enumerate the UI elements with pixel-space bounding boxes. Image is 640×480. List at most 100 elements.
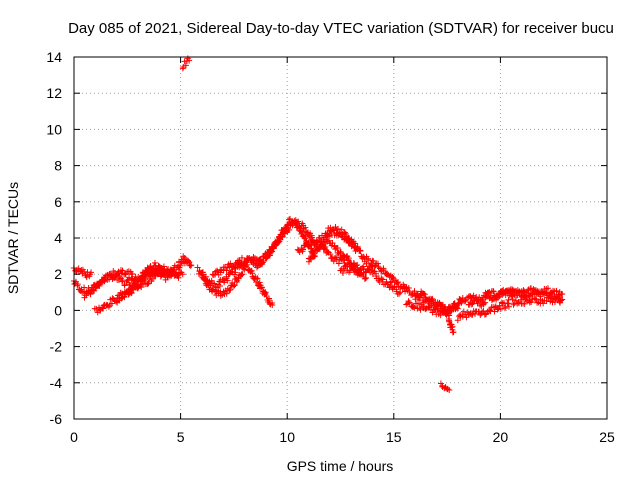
data-point xyxy=(456,313,463,320)
data-point xyxy=(559,291,566,298)
data-point xyxy=(341,229,348,236)
data-point xyxy=(238,254,245,261)
series-track-24 xyxy=(465,287,517,310)
data-point xyxy=(436,302,443,309)
x-tick-label: 5 xyxy=(177,429,185,445)
data-point xyxy=(332,246,339,253)
data-point xyxy=(100,277,107,284)
data-point xyxy=(333,226,340,233)
data-point xyxy=(285,216,292,223)
data-point xyxy=(204,278,211,285)
axis-ticks: 0 5 10 15 20 25 -6 -4 -2 0 2 4 6 8 10 12 14 xyxy=(46,49,615,445)
data-point xyxy=(151,259,158,266)
data-point xyxy=(533,296,540,303)
chart-title: Day 085 of 2021, Sidereal Day-to-day VTE… xyxy=(68,20,614,37)
data-point xyxy=(169,267,176,274)
data-point xyxy=(313,239,320,246)
data-point xyxy=(394,280,401,287)
data-point xyxy=(253,264,260,271)
data-point xyxy=(497,291,504,298)
data-point xyxy=(216,282,223,289)
data-point xyxy=(187,262,194,269)
data-point xyxy=(93,305,100,312)
data-point xyxy=(526,299,533,306)
data-point xyxy=(125,277,132,284)
data-point xyxy=(475,297,482,304)
data-point xyxy=(256,256,263,263)
data-point xyxy=(446,387,453,394)
data-point xyxy=(463,314,470,321)
y-tick-label: 12 xyxy=(46,85,62,101)
data-point xyxy=(322,243,329,250)
data-point xyxy=(258,284,265,291)
data-point xyxy=(428,296,435,303)
data-point xyxy=(389,274,396,281)
data-point xyxy=(335,225,342,232)
data-point xyxy=(380,266,387,273)
data-point xyxy=(101,278,108,285)
series-track-5 xyxy=(114,258,188,306)
data-point xyxy=(153,269,160,276)
series-track-9 xyxy=(199,261,276,308)
y-tick-label: 14 xyxy=(46,49,62,65)
data-point xyxy=(365,256,372,263)
data-point xyxy=(141,276,148,283)
data-point xyxy=(496,302,503,309)
data-point xyxy=(396,290,403,297)
data-point xyxy=(217,292,224,299)
data-point xyxy=(185,258,192,265)
y-tick-label: 4 xyxy=(54,230,62,246)
data-point xyxy=(267,249,274,256)
data-point xyxy=(248,267,255,274)
data-point xyxy=(265,297,272,304)
data-point xyxy=(523,289,530,296)
y-tick-label: 8 xyxy=(54,158,62,174)
data-point xyxy=(181,255,188,262)
data-point xyxy=(553,287,560,294)
series-track-7 xyxy=(179,55,193,72)
y-tick-label: 0 xyxy=(54,302,62,318)
x-tick-label: 15 xyxy=(386,429,402,445)
data-point xyxy=(402,288,409,295)
data-point xyxy=(468,301,475,308)
data-point xyxy=(559,296,566,303)
data-point xyxy=(211,280,218,287)
data-point xyxy=(81,268,88,275)
data-point xyxy=(126,274,133,281)
data-point xyxy=(371,262,378,269)
data-point xyxy=(302,235,309,242)
x-tick-label: 0 xyxy=(70,429,78,445)
data-point xyxy=(378,275,385,282)
data-point xyxy=(118,295,125,302)
data-point xyxy=(205,282,212,289)
data-point xyxy=(305,258,312,265)
data-point xyxy=(505,296,512,303)
data-point xyxy=(528,298,535,305)
data-point xyxy=(121,294,128,301)
data-point xyxy=(100,305,107,312)
data-point xyxy=(345,255,352,262)
data-point xyxy=(223,290,230,297)
data-point xyxy=(410,303,417,310)
data-point xyxy=(254,275,261,282)
data-point xyxy=(532,287,539,294)
data-point xyxy=(375,264,382,271)
data-point xyxy=(480,308,487,315)
data-point xyxy=(175,274,182,281)
data-point xyxy=(361,275,368,282)
data-point xyxy=(368,267,375,274)
data-point xyxy=(454,317,461,324)
data-point xyxy=(458,299,465,306)
y-tick-label: -4 xyxy=(50,375,63,391)
data-point xyxy=(130,286,137,293)
data-point xyxy=(223,267,230,274)
data-point xyxy=(110,295,117,302)
series-track-27 xyxy=(518,285,566,299)
data-point xyxy=(450,329,457,336)
data-point xyxy=(505,303,512,310)
series-track-26 xyxy=(510,294,566,308)
data-point xyxy=(188,262,195,269)
data-point xyxy=(405,285,412,292)
data-point xyxy=(179,271,186,278)
